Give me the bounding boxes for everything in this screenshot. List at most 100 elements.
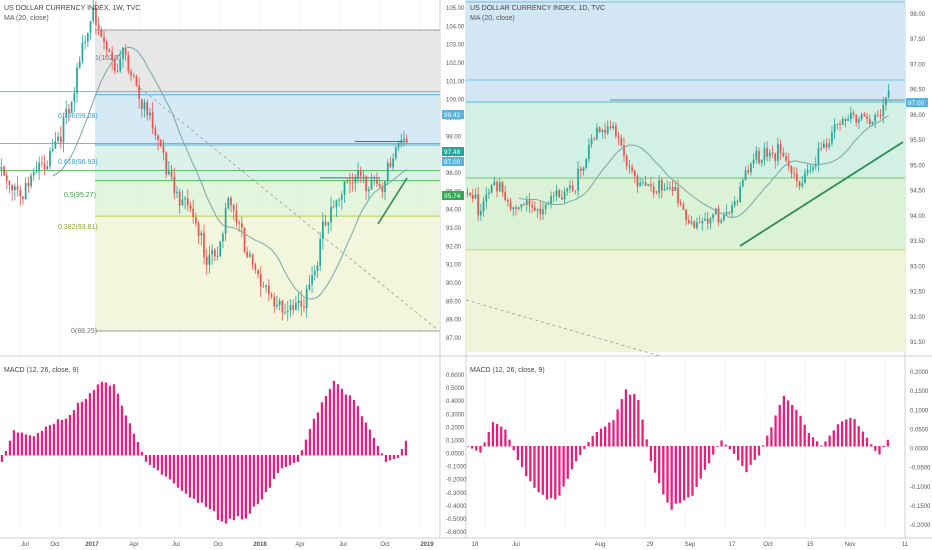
weekly-price-tick: 102.00 (446, 61, 465, 67)
weekly-macd-bar (252, 455, 255, 507)
weekly-candle (11, 185, 14, 191)
daily-macd-bar (537, 446, 540, 493)
daily-macd-bar (807, 432, 810, 447)
weekly-macd-bar (176, 455, 179, 488)
weekly-candle (116, 71, 119, 72)
weekly-macd-bar (280, 455, 283, 469)
weekly-candle (335, 200, 338, 208)
weekly-macd-bar (236, 455, 239, 517)
daily-candle (639, 182, 642, 187)
daily-candle (633, 170, 636, 176)
daily-candle (609, 126, 612, 128)
daily-candle (604, 129, 606, 133)
daily-candle (517, 207, 520, 209)
weekly-candle (316, 265, 319, 272)
daily-macd-bar (749, 446, 752, 465)
weekly-macd-bar (360, 416, 363, 456)
daily-macd-bar (483, 442, 486, 447)
daily-macd-bar (824, 441, 827, 447)
daily-candle (720, 220, 723, 223)
weekly-macd-bar (76, 402, 79, 456)
weekly-candle (230, 197, 232, 206)
daily-candle (752, 159, 755, 164)
weekly-candle (324, 221, 327, 226)
daily-candle (479, 210, 482, 216)
daily-macd-bar (599, 428, 603, 447)
weekly-price-tick: 88.00 (446, 318, 462, 324)
daily-candle (585, 159, 588, 168)
daily-candle (577, 168, 579, 191)
weekly-macd-bar (312, 418, 315, 456)
weekly-macd-bar (260, 455, 263, 500)
weekly-candle (354, 178, 357, 184)
weekly-macd-bar (184, 455, 187, 494)
daily-candle (871, 121, 874, 125)
weekly-macd-bar (368, 429, 371, 456)
weekly-ma-label: MA (20, close) (4, 15, 49, 22)
fib-label-0786: 0.786(99.28) (58, 113, 98, 120)
weekly-candle (389, 162, 392, 168)
weekly-candle (122, 47, 124, 59)
weekly-macd-tick: 0.4000 (446, 399, 465, 405)
weekly-price-tick: 87.00 (446, 336, 462, 342)
weekly-candle (213, 249, 216, 257)
daily-macd-bar (604, 426, 607, 447)
weekly-macd-bar (80, 401, 83, 456)
weekly-macd-bar (240, 455, 243, 520)
weekly-candle (351, 182, 354, 184)
weekly-macd-bar (296, 455, 299, 462)
weekly-macd-bar (404, 440, 407, 456)
weekly-macd-bar (180, 455, 183, 491)
weekly-candle (259, 274, 262, 287)
daily-candle (631, 166, 633, 171)
weekly-candle (16, 186, 19, 191)
weekly-candle (222, 234, 224, 242)
weekly-macd-bar (352, 400, 355, 456)
weekly-candle (54, 140, 57, 149)
daily-macd-bar (703, 446, 707, 470)
weekly-candle (254, 264, 257, 270)
daily-macd-bar (470, 446, 474, 449)
weekly-trendline (377, 177, 408, 225)
daily-candle (620, 137, 623, 146)
weekly-macd-bar (364, 422, 367, 456)
daily-candle (795, 173, 798, 182)
daily-candle (723, 214, 725, 221)
daily-macd-tick: 0.0500 (910, 427, 929, 433)
weekly-macd-bar (112, 384, 115, 456)
weekly-macd-bar (328, 389, 331, 456)
daily-candle (831, 132, 833, 144)
weekly-price-tick: 93.00 (446, 226, 462, 232)
daily-macd-bar (612, 420, 615, 447)
weekly-candle (200, 232, 203, 236)
daily-price-tick: 97.00 (910, 62, 926, 68)
daily-candle (496, 181, 498, 192)
weekly-candle (311, 275, 313, 285)
weekly-candle (195, 217, 197, 224)
daily-candle (814, 164, 817, 167)
weekly-macd-bar (388, 455, 391, 461)
weekly-candle (349, 182, 351, 184)
weekly-candle (105, 41, 108, 51)
weekly-macd-bar (372, 437, 375, 456)
weekly-candle (227, 197, 230, 209)
daily-candle (674, 186, 677, 191)
weekly-macd-tick: -0.4000 (446, 504, 467, 510)
daily-candle (504, 192, 507, 201)
daily-candle (679, 202, 682, 205)
daily-candle (601, 129, 604, 132)
daily-macd-bar (811, 437, 815, 447)
weekly-macd-bar (208, 455, 211, 510)
daily-badge-9700: 97.00 (906, 98, 928, 107)
weekly-candle (367, 189, 370, 192)
weekly-candle (270, 294, 273, 297)
daily-candle (490, 184, 493, 193)
daily-macd-tick: -0.0500 (910, 466, 931, 472)
daily-macd-bar (608, 422, 611, 447)
daily-candle (488, 192, 490, 195)
daily-time-label: 15 (807, 542, 814, 548)
weekly-price-tick: 105.00 (446, 6, 465, 12)
daily-time-label: Nov (845, 542, 856, 548)
daily-candle (839, 123, 841, 125)
